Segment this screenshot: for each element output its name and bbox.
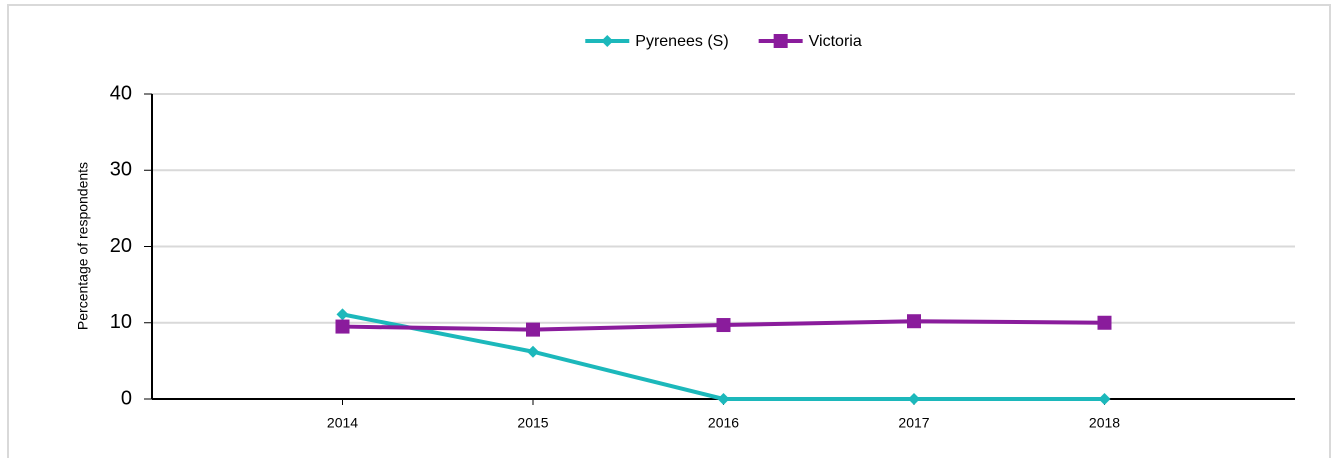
legend-label: Victoria [809,33,862,50]
data-point [717,393,730,405]
data-point [526,322,540,337]
legend-item: Victoria [758,33,862,50]
data-point [1098,393,1111,405]
legend-item: Pyrenees (S) [585,33,729,50]
y-tick-label: 0 [121,387,132,409]
data-point [716,318,731,333]
data-point [527,345,539,358]
y-tick-label: 30 [110,159,132,181]
x-tick-label: 2017 [898,415,929,431]
x-tick-label: 2014 [327,415,358,431]
legend-marker [773,34,788,48]
legend-label: Pyrenees (S) [635,33,728,50]
legend-marker [601,35,614,47]
data-point [907,314,921,329]
data-point [335,319,350,334]
legend: Pyrenees (S) Victoria [585,33,862,50]
data-point [336,308,349,321]
x-tick-label: 2015 [517,415,548,431]
y-axis-label: Percentage of respondents [75,162,91,330]
data-point [908,393,920,405]
data-point [1097,315,1112,330]
x-tick-label: 2016 [708,415,739,431]
frame [7,4,1331,458]
x-tick-label: 2018 [1089,415,1120,431]
y-tick-label: 20 [110,235,132,257]
y-tick-label: 10 [110,311,132,333]
y-tick-label: 40 [110,82,132,104]
